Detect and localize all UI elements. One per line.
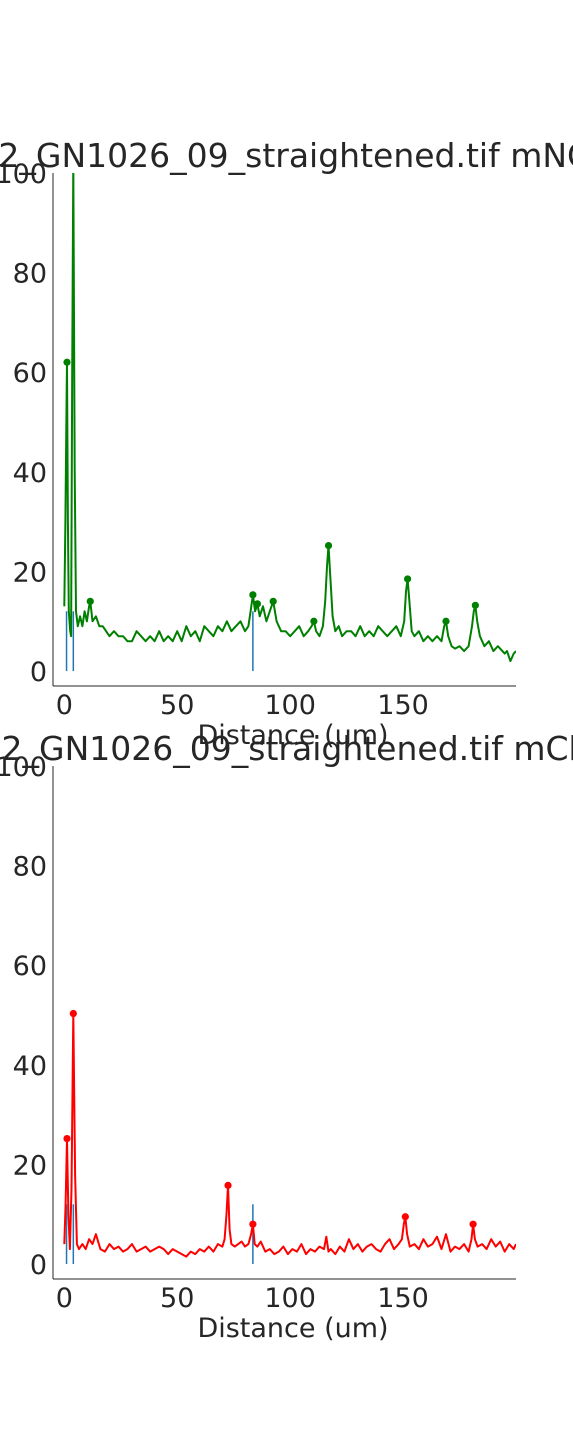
y-tick-label-1: 20 <box>13 557 47 588</box>
chart-panel-mng: 02_GN1026_09_straightened.tif mNG 0 20 40 6… <box>0 136 573 751</box>
peak-point-2 <box>224 1181 232 1189</box>
chart-panel-mch: 02_GN1026_09_straightened.tif mCh 0 20 40 6… <box>0 729 573 1344</box>
peak-point-3 <box>249 591 257 599</box>
x-tick-label-3: 150 <box>377 1283 429 1314</box>
y-tick-label-3: 60 <box>13 358 47 389</box>
x-tick-label-2: 100 <box>264 1283 316 1314</box>
x-tick-label-3: 150 <box>377 690 429 721</box>
x-tick-label-1: 50 <box>160 690 194 721</box>
peak-point-6 <box>310 617 318 625</box>
x-axis-label: Distance (um) <box>197 1313 388 1344</box>
peak-point-3 <box>249 1220 257 1228</box>
y-tick-label-5: 100 <box>0 752 47 783</box>
series-line-0 <box>63 1012 516 1258</box>
peak-point-5 <box>469 1220 477 1228</box>
x-tick-label-2: 100 <box>264 690 316 721</box>
peak-point-7 <box>324 541 333 550</box>
y-tick-label-4: 80 <box>13 259 47 290</box>
x-axis-label: Distance (um) <box>197 720 388 751</box>
y-tick-label-1: 20 <box>13 1150 47 1181</box>
peak-point-10 <box>471 601 479 609</box>
peak-point-0 <box>63 1134 71 1143</box>
chart-title: 02_GN1026_09_straightened.tif mNG <box>0 136 573 175</box>
peak-point-0 <box>63 358 71 366</box>
peak-point-8 <box>403 575 412 583</box>
y-tick-label-2: 40 <box>13 1051 47 1082</box>
y-tick-label-2: 40 <box>13 458 47 489</box>
series-line-0 <box>63 173 516 663</box>
chart-title: 02_GN1026_09_straightened.tif mCh <box>0 729 573 768</box>
y-tick-label-0: 0 <box>30 1250 47 1281</box>
peak-point-9 <box>442 617 450 625</box>
y-tick-label-3: 60 <box>13 951 47 982</box>
y-tick-label-0: 0 <box>30 657 47 688</box>
peak-point-4 <box>253 600 261 608</box>
peak-point-5 <box>269 597 277 605</box>
peak-point-4 <box>401 1213 409 1221</box>
y-tick-label-4: 80 <box>13 852 47 883</box>
x-tick-label-1: 50 <box>160 1283 194 1314</box>
x-tick-label-0: 0 <box>56 690 73 721</box>
peak-point-1 <box>69 1009 77 1018</box>
x-tick-label-0: 0 <box>56 1283 73 1314</box>
y-tick-label-5: 100 <box>0 159 47 190</box>
peak-point-2 <box>86 597 94 605</box>
